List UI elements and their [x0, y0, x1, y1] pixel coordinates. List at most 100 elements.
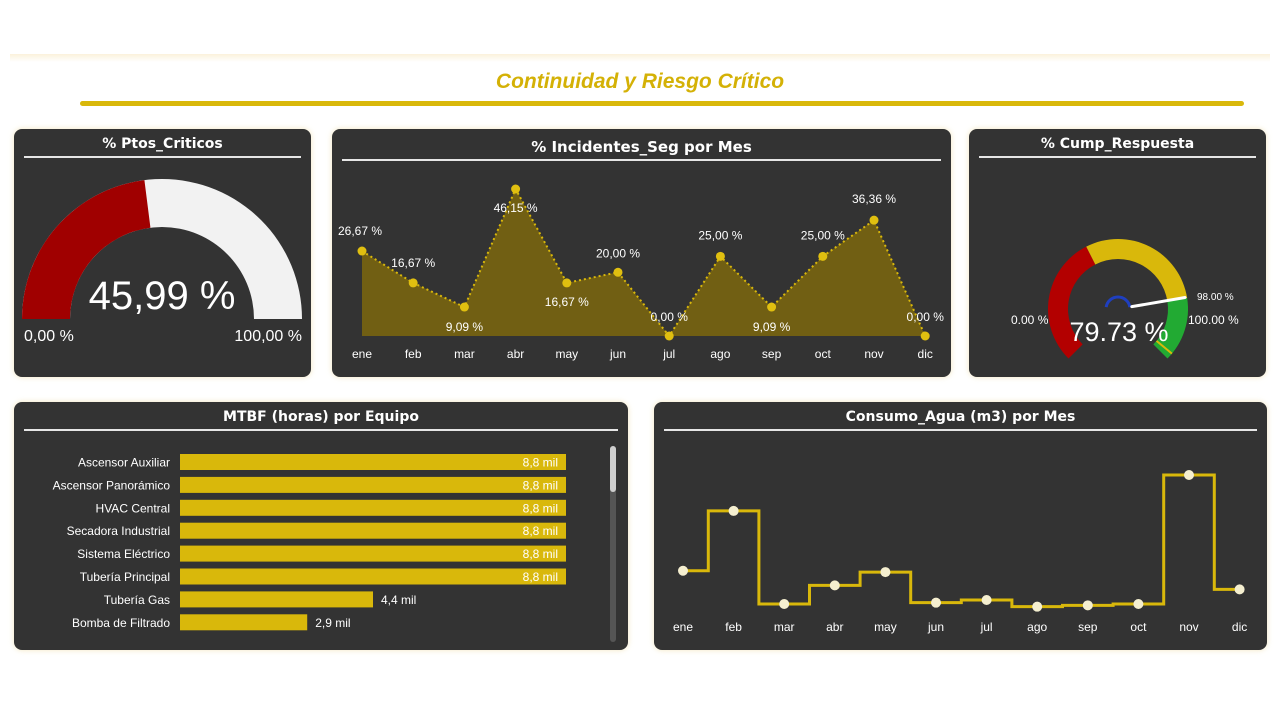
mtbf-bar[interactable] — [180, 591, 373, 608]
gauge-value-arc — [22, 180, 151, 319]
scrollbar-track[interactable] — [610, 446, 616, 642]
incidentes-point[interactable] — [613, 267, 623, 277]
agua-card[interactable]: Consumo_Agua (m3) por Mes ene feb mar abr ma… — [654, 402, 1267, 650]
incidentes-x-tick: mar — [454, 347, 475, 361]
incidentes-chart: 26,67 % ene 16,67 % feb 9,09 % mar 46,15 % abr 1… — [338, 184, 944, 361]
incidentes-point[interactable] — [920, 331, 930, 341]
incidentes-card[interactable]: % Incidentes_Seg por Mes 26,67 % ene 16,67… — [332, 129, 951, 377]
mtbf-value-label: 8,8 mil — [523, 547, 558, 561]
card-divider — [979, 156, 1256, 158]
incidentes-x-tick: nov — [864, 347, 883, 361]
agua-x-tick: abr — [826, 620, 843, 634]
gauge-needle — [1130, 296, 1187, 309]
card-divider — [24, 156, 301, 158]
agua-point[interactable] — [829, 580, 840, 591]
agua-x-tick: feb — [725, 620, 742, 634]
incidentes-x-tick: sep — [762, 347, 782, 361]
incidentes-data-label: 0,00 % — [651, 310, 689, 324]
agua-step-line — [683, 473, 1240, 609]
agua-x-tick: sep — [1078, 620, 1098, 634]
agua-x-tick: nov — [1179, 620, 1198, 634]
agua-title: Consumo_Agua (m3) por Mes — [845, 409, 1076, 425]
gauge-target-label: 98.00 % — [1197, 292, 1234, 303]
incidentes-point[interactable] — [357, 246, 367, 256]
mtbf-category-label: Secadora Industrial — [67, 524, 170, 538]
agua-point[interactable] — [728, 505, 739, 516]
ptos-criticos-title: % Ptos_Criticos — [102, 136, 223, 152]
incidentes-point[interactable] — [869, 215, 879, 225]
ptos-criticos-gauge: 45,99 % 0,00 % 100,00 % — [22, 179, 302, 345]
mtbf-bar[interactable] — [180, 568, 566, 585]
incidentes-data-label: 25,00 % — [801, 228, 845, 242]
agua-x-tick: jul — [980, 620, 993, 634]
mtbf-chart: Ascensor Auxiliar 8,8 mil Ascensor Panorám… — [53, 446, 616, 642]
incidentes-x-tick: oct — [815, 347, 832, 361]
incidentes-title: % Incidentes_Seg por Mes — [531, 138, 752, 156]
agua-x-tick: ago — [1027, 620, 1047, 634]
agua-point[interactable] — [678, 565, 688, 576]
agua-point[interactable] — [1032, 601, 1043, 612]
incidentes-point[interactable] — [767, 302, 777, 312]
agua-point[interactable] — [1184, 470, 1194, 480]
agua-point[interactable] — [1082, 600, 1093, 611]
gauge-target-marker — [1155, 340, 1173, 355]
mtbf-bar[interactable] — [180, 499, 566, 516]
agua-point[interactable] — [1133, 599, 1144, 610]
cump-respuesta-gauge: 79.73 % 0.00 % 100.00 % 98.00 % — [1011, 239, 1239, 359]
agua-point[interactable] — [880, 567, 891, 578]
incidentes-point[interactable] — [818, 251, 828, 261]
mtbf-bar[interactable] — [180, 545, 566, 562]
mtbf-value-label: 2,9 mil — [315, 616, 350, 630]
mtbf-category-label: Ascensor Panorámico — [53, 478, 171, 492]
card-divider — [24, 429, 618, 431]
incidentes-point[interactable] — [664, 331, 674, 341]
agua-x-tick: ene — [673, 620, 693, 634]
card-divider — [342, 159, 941, 161]
incidentes-x-tick: ene — [352, 347, 372, 361]
ptos-criticos-card[interactable]: % Ptos_Criticos 45,99 % 0,00 % 100,00 % — [14, 129, 311, 377]
incidentes-data-label: 16,67 % — [391, 256, 435, 270]
gauge-band-2 — [1153, 298, 1188, 359]
incidentes-area — [362, 189, 926, 336]
incidentes-x-tick: jun — [609, 347, 626, 361]
gauge-hub-arc — [1104, 295, 1132, 308]
incidentes-x-tick: may — [555, 347, 578, 361]
incidentes-point[interactable] — [562, 278, 572, 288]
incidentes-point[interactable] — [511, 184, 521, 194]
incidentes-point[interactable] — [408, 278, 418, 288]
agua-point[interactable] — [981, 595, 992, 606]
gauge-band-1 — [1086, 239, 1188, 302]
incidentes-x-tick: ago — [710, 347, 730, 361]
mtbf-value-label: 4,4 mil — [381, 593, 416, 607]
incidentes-point[interactable] — [715, 251, 725, 261]
agua-point[interactable] — [1234, 584, 1245, 595]
agua-point[interactable] — [779, 599, 790, 610]
incidentes-data-label: 9,09 % — [753, 320, 791, 334]
mtbf-bar[interactable] — [180, 454, 566, 470]
gauge-band-0 — [1048, 246, 1096, 359]
incidentes-data-label: 9,09 % — [446, 320, 484, 334]
mtbf-value-label: 8,8 mil — [523, 501, 558, 515]
incidentes-x-tick: feb — [405, 347, 422, 361]
agua-chart: ene feb mar abr may jun jul ago sep oct nov dic — [673, 470, 1247, 634]
incidentes-x-tick: dic — [918, 347, 933, 361]
cump-respuesta-title: % Cump_Respuesta — [1040, 136, 1195, 152]
mtbf-bar[interactable] — [180, 614, 308, 631]
scrollbar-thumb[interactable] — [610, 446, 616, 492]
incidentes-point[interactable] — [459, 302, 469, 312]
agua-point[interactable] — [931, 597, 941, 608]
gauge-min-label: 0,00 % — [24, 328, 74, 345]
mtbf-value-label: 8,8 mil — [523, 456, 558, 470]
mtbf-category-label: Ascensor Auxiliar — [78, 456, 170, 470]
mtbf-bar[interactable] — [180, 522, 566, 539]
page-title: Continuidad y Riesgo Crítico — [495, 70, 785, 93]
mtbf-category-label: Tubería Gas — [104, 593, 170, 607]
incidentes-line — [361, 186, 927, 338]
title-underline — [80, 101, 1244, 106]
header-glow — [10, 54, 1270, 62]
mtbf-bar[interactable] — [180, 476, 566, 493]
mtbf-card[interactable]: MTBF (horas) por Equipo Ascensor Auxilia… — [14, 402, 628, 650]
incidentes-data-label: 46,15 % — [494, 201, 538, 215]
cump-respuesta-card[interactable]: % Cump_Respuesta 79.73 % 0.00 % 100.00 %… — [969, 129, 1266, 377]
gauge-max-label: 100,00 % — [234, 328, 302, 345]
